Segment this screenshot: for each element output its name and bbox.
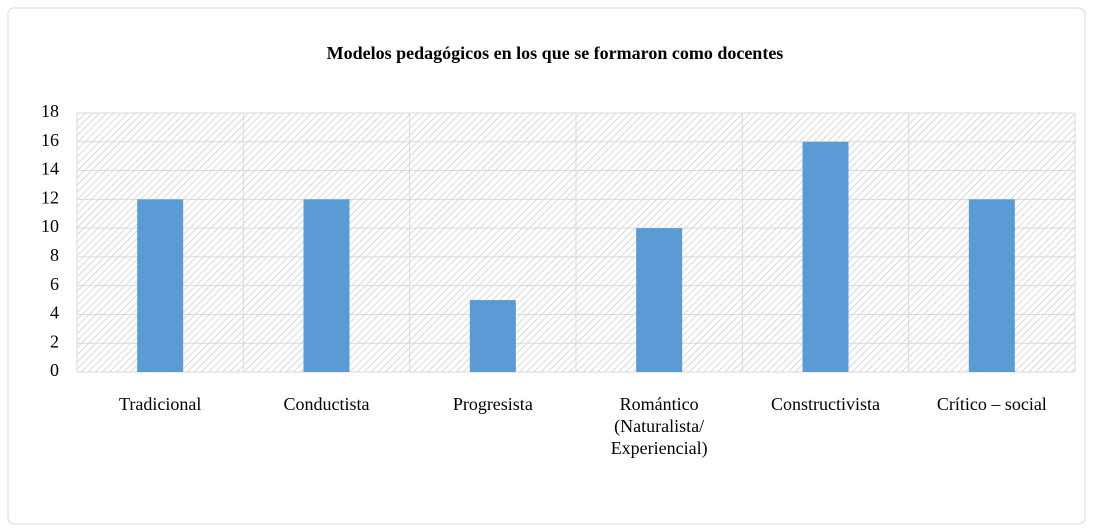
y-tick-label: 4 (50, 303, 59, 323)
x-tick-label: Constructivista (770, 394, 880, 414)
x-tick-label: Progresista (452, 394, 533, 414)
y-tick-label: 14 (41, 159, 59, 179)
x-tick-label: Conductista (283, 394, 370, 414)
x-tick-label: Romántico (Naturalista/ Experiencial) (610, 394, 708, 458)
y-tick-label: 12 (41, 187, 59, 207)
bar (968, 199, 1015, 372)
x-tick-label: Tradicional (119, 394, 202, 414)
x-tick-label: Crítico – social (936, 394, 1047, 414)
y-tick-label: 10 (41, 216, 59, 236)
bar (802, 141, 849, 372)
y-tick-label: 8 (50, 245, 59, 265)
bar (303, 199, 350, 372)
bar (636, 228, 683, 372)
y-tick-label: 2 (50, 331, 59, 351)
bar (137, 199, 184, 372)
y-tick-label: 6 (50, 274, 59, 294)
chart-title: Modelos pedagógicos en los que se formar… (327, 43, 784, 63)
y-tick-label: 18 (41, 101, 59, 121)
y-tick-label: 16 (41, 130, 59, 150)
y-tick-label: 0 (50, 360, 59, 380)
bar (469, 300, 516, 372)
